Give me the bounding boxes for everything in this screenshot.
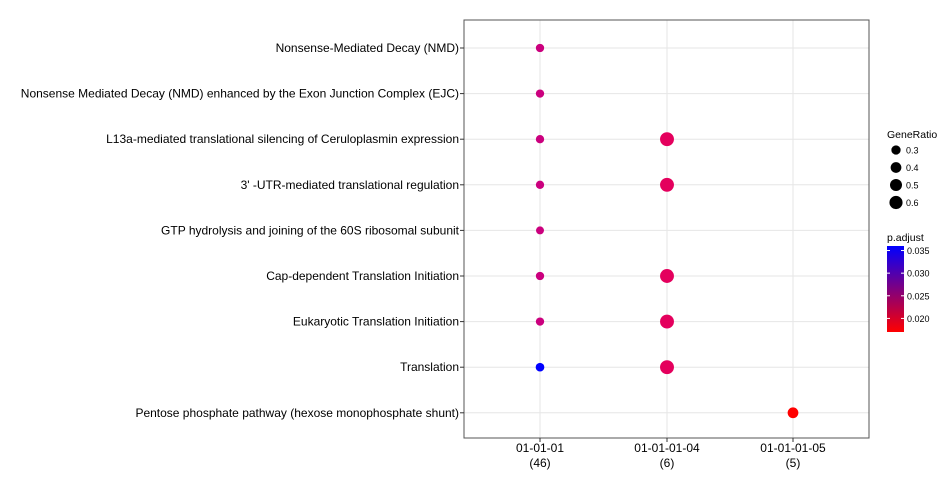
generatio-legend-key bbox=[889, 195, 903, 210]
x-tick-label: 01-01-01 bbox=[516, 441, 564, 455]
p-adjust-legend-label: 0.020 bbox=[907, 314, 930, 324]
data-point bbox=[535, 271, 545, 281]
data-points bbox=[535, 43, 799, 419]
data-point bbox=[660, 360, 674, 375]
y-tick-label: Cap-dependent Translation Initiation bbox=[266, 269, 459, 283]
data-point bbox=[535, 43, 545, 53]
x-tick-count-label: (5) bbox=[786, 456, 801, 470]
x-tick-label: 01-01-01-05 bbox=[760, 441, 826, 455]
p-adjust-legend-label: 0.025 bbox=[907, 291, 930, 301]
y-tick-label: GTP hydrolysis and joining of the 60S ri… bbox=[161, 223, 460, 237]
data-point bbox=[660, 314, 674, 329]
data-point bbox=[535, 89, 545, 98]
y-axis: Nonsense-Mediated Decay (NMD) Nonsense Me… bbox=[21, 41, 464, 420]
data-point bbox=[787, 407, 799, 419]
x-axis: 01-01-01(46) 01-01-01-04(6) 01-01-01-05(5) bbox=[516, 438, 826, 470]
data-point bbox=[535, 317, 545, 326]
p-adjust-legend-label: 0.035 bbox=[907, 246, 930, 256]
p-adjust-legend-label: 0.030 bbox=[907, 269, 930, 279]
y-tick-label: Pentose phosphate pathway (hexose monoph… bbox=[135, 406, 459, 420]
generatio-legend-label: 0.5 bbox=[906, 181, 919, 191]
data-point bbox=[660, 132, 674, 147]
p-adjust-colorbar bbox=[887, 246, 904, 332]
x-tick-count-label: (46) bbox=[529, 456, 550, 470]
x-tick-label: 01-01-01-04 bbox=[634, 441, 700, 455]
generatio-legend-key bbox=[891, 145, 901, 155]
p-adjust-legend-title: p.adjust bbox=[887, 232, 924, 244]
generatio-legend-key bbox=[890, 162, 902, 173]
data-point bbox=[660, 269, 674, 283]
y-tick-label: Eukaryotic Translation Initiation bbox=[293, 315, 459, 329]
data-point bbox=[660, 177, 674, 192]
x-tick-count-label: (6) bbox=[660, 456, 675, 470]
p-adjust-legend: p.adjust 0.020 0.025 0.030 0.035 bbox=[887, 232, 930, 332]
data-point bbox=[536, 226, 544, 235]
generatio-legend-title: GeneRatio bbox=[887, 129, 937, 141]
y-tick-label: Nonsense Mediated Decay (NMD) enhanced b… bbox=[21, 87, 459, 101]
generatio-legend-label: 0.6 bbox=[906, 198, 919, 208]
data-point bbox=[535, 180, 545, 189]
y-tick-label: 3' -UTR-mediated translational regulatio… bbox=[241, 178, 459, 192]
y-tick-label: Nonsense-Mediated Decay (NMD) bbox=[276, 41, 459, 55]
generatio-legend-key bbox=[890, 179, 902, 191]
generatio-legend: GeneRatio 0.3 0.4 0.5 0.6 bbox=[887, 129, 937, 210]
generatio-legend-label: 0.4 bbox=[906, 163, 919, 173]
data-point bbox=[535, 362, 545, 372]
y-tick-label: Translation bbox=[400, 360, 459, 374]
generatio-legend-label: 0.3 bbox=[906, 146, 919, 156]
y-tick-label: L13a-mediated translational silencing of… bbox=[106, 132, 459, 146]
data-point bbox=[535, 135, 545, 144]
